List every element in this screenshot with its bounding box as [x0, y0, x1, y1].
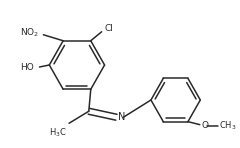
Text: HO: HO	[20, 62, 34, 71]
Text: NO$_2$: NO$_2$	[20, 26, 39, 39]
Text: N: N	[118, 112, 126, 122]
Text: Cl: Cl	[105, 24, 114, 33]
Text: CH$_3$: CH$_3$	[219, 119, 236, 132]
Text: O: O	[202, 121, 209, 130]
Text: H$_3$C: H$_3$C	[49, 126, 67, 139]
